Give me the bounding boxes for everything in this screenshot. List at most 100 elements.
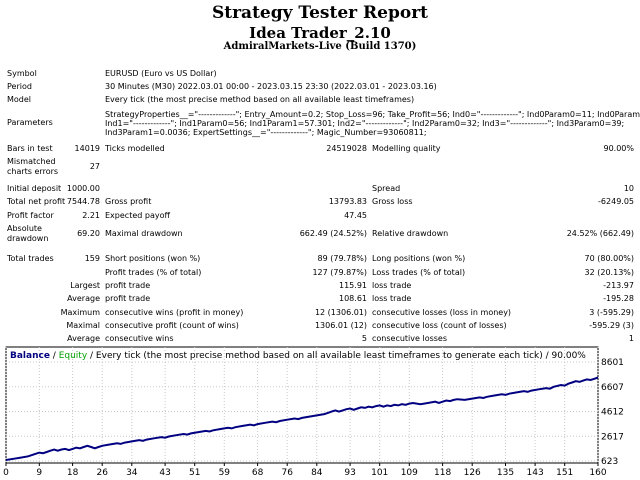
x-tick-label: 93 [344, 468, 355, 478]
x-tick-label: 143 [527, 468, 544, 478]
parameters-line-2: Ind1="-------------"; Ind1Param0=56; Ind… [105, 119, 625, 128]
server-build: AdmiralMarkets-Live (Build 1370) [223, 41, 417, 52]
x-tick-label: 135 [497, 468, 514, 478]
x-tick-label: 151 [556, 468, 573, 478]
ticks-value: 24519028 [326, 144, 367, 153]
x-tick-label: 18 [67, 468, 79, 478]
initial-deposit-value: 1000.00 [66, 184, 100, 193]
initial-deposit-label: Initial deposit [7, 184, 62, 193]
largest-profit-label: profit trade [105, 281, 151, 290]
y-tick-label: 6607 [601, 383, 624, 393]
model-value: Every tick (the most precise method base… [105, 95, 415, 104]
expert-name: Idea Trader_2.10 [249, 24, 391, 42]
long-positions-label: Long positions (won %) [372, 254, 466, 263]
balance-chart: 8601 6607 4612 2617 623 0 9 18 26 34 43 51 59 68 76 84… [3, 346, 624, 478]
short-positions-value: 89 (79.78%) [317, 254, 367, 263]
total-trades-label: Total trades [7, 254, 54, 263]
net-profit-label: Total net profit [7, 197, 66, 206]
x-tick-label: 84 [311, 468, 323, 478]
x-axis-ticks: 0 9 18 26 34 43 51 59 68 76 84 93 101 109 118 126 135 143… [3, 463, 607, 478]
abs-drawdown-label: Absolute drawdown [7, 224, 49, 243]
parameters-line-3: Ind3Param1=0.0036; ExpertSettings__="---… [105, 128, 427, 137]
abs-drawdown-value: 69.20 [77, 229, 100, 238]
max-drawdown-label: Maximal drawdown [105, 229, 183, 238]
balance-line [5, 376, 599, 461]
total-trades-value: 159 [84, 254, 100, 263]
x-tick-label: 43 [159, 468, 170, 478]
symbol-value: EURUSD (Euro vs US Dollar) [105, 69, 217, 78]
legend-sep: / [50, 351, 59, 361]
y-tick-label: 8601 [601, 358, 624, 368]
avg-cons-wins-value: 5 [361, 334, 367, 343]
ticks-label: Ticks modelled [105, 144, 165, 153]
max-cons-wins-label: consecutive wins (profit in money) [105, 308, 244, 317]
max-cons-losses-value: 3 (-595.29) [589, 308, 634, 317]
y-tick-label: 623 [601, 457, 618, 467]
largest-profit-value: 115.91 [339, 281, 367, 290]
period-label: Period [7, 82, 32, 91]
maximal-cons-loss-label: consecutive loss (count of losses) [372, 321, 507, 330]
model-label: Model [7, 95, 32, 104]
spread-label: Spread [372, 184, 401, 193]
loss-trades-label: Loss trades (% of total) [372, 268, 466, 277]
x-tick-label: 68 [252, 468, 264, 478]
max-drawdown-value: 662.49 (24.52%) [299, 229, 367, 238]
maximal-cons-profit-label: consecutive profit (count of wins) [105, 321, 239, 330]
gross-loss-label: Gross loss [372, 197, 413, 206]
x-tick-label: 26 [96, 468, 108, 478]
y-axis-ticks: 8601 6607 4612 2617 623 [601, 358, 624, 467]
x-tick-label: 9 [36, 468, 42, 478]
long-positions-value: 70 (80.00%) [584, 254, 634, 263]
gross-profit-value: 13793.83 [328, 197, 367, 206]
average-loss-label: loss trade [372, 294, 412, 303]
profit-trades-label: Profit trades (% of total) [105, 268, 202, 277]
x-tick-label: 76 [281, 468, 293, 478]
y-tick-label: 2617 [601, 432, 624, 442]
x-tick-label: 34 [126, 468, 138, 478]
symbol-label: Symbol [7, 69, 37, 78]
largest-loss-label: loss trade [372, 281, 412, 290]
rel-drawdown-value: 24.52% (662.49) [566, 229, 634, 238]
report-title: Strategy Tester Report [211, 3, 429, 23]
avg-cons-wins-label: consecutive wins [105, 334, 174, 343]
legend-description: / Every tick (the most precise method ba… [87, 351, 586, 361]
maximal-cons-loss-value: -595.29 (3) [589, 321, 634, 330]
gross-loss-value: -6249.05 [598, 197, 634, 206]
chart-grid [5, 347, 599, 463]
legend-equity: Equity [59, 351, 88, 361]
short-positions-label: Short positions (won %) [105, 254, 201, 263]
chart-legend: Balance / Equity / Every tick (the most … [10, 351, 586, 361]
x-tick-label: 109 [401, 468, 418, 478]
largest-label: Largest [70, 281, 100, 290]
bars-label: Bars in test [7, 144, 53, 153]
maximal-cons-profit-value: 1306.01 (12) [314, 321, 367, 330]
expected-payoff-label: Expected payoff [105, 211, 170, 220]
max-cons-wins-value: 12 (1306.01) [314, 308, 367, 317]
gross-profit-label: Gross profit [105, 197, 152, 206]
avg-cons-losses-label: consecutive losses [372, 334, 448, 343]
x-tick-label: 59 [219, 468, 231, 478]
average-loss-value: -195.28 [603, 294, 634, 303]
maximal-label: Maximal [66, 321, 100, 330]
net-profit-value: 7544.78 [66, 197, 100, 206]
x-tick-label: 118 [434, 468, 451, 478]
x-tick-label: 0 [3, 468, 9, 478]
bars-value: 14019 [74, 144, 100, 153]
mismatched-label: Mismatched charts errors [7, 157, 59, 176]
x-tick-label: 126 [464, 468, 481, 478]
average-cons-label: Average [67, 334, 100, 343]
max-cons-losses-label: consecutive losses (loss in money) [372, 308, 512, 317]
x-tick-label: 101 [371, 468, 388, 478]
profit-trades-value: 127 (79.87%) [312, 268, 367, 277]
chart-frame [5, 346, 599, 464]
maximum-label: Maximum [60, 308, 100, 317]
modelling-label: Modelling quality [372, 144, 441, 153]
loss-trades-value: 32 (20.13%) [584, 268, 634, 277]
x-tick-label: 160 [589, 468, 606, 478]
average-profit-label: profit trade [105, 294, 151, 303]
parameters-line-1: StrategyProperties__="-------------"; En… [105, 110, 640, 119]
profit-factor-value: 2.21 [82, 211, 100, 220]
largest-loss-value: -213.97 [603, 281, 634, 290]
expected-payoff-value: 47.45 [344, 211, 367, 220]
y-tick-label: 4612 [601, 408, 624, 418]
